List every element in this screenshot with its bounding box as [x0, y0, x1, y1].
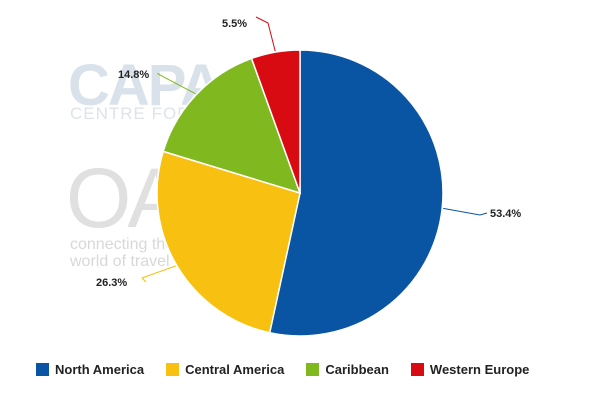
leader-line — [255, 16, 276, 52]
leader-line — [141, 265, 176, 283]
oag-watermark-tagline-1: connecting the — [70, 236, 175, 253]
legend-item-western-europe[interactable]: Western Europe — [410, 362, 530, 377]
legend-swatch — [306, 363, 320, 376]
pie-slice-western-europe[interactable] — [250, 49, 301, 194]
legend-label: Central America — [185, 362, 285, 377]
oag-watermark-tagline-2: world of travel — [70, 253, 170, 270]
pie-slices — [156, 49, 444, 337]
legend-label: Caribbean — [325, 362, 389, 377]
data-label: 26.3% — [96, 277, 127, 289]
legend-item-central-america[interactable]: Central America — [166, 362, 284, 377]
pie-slice-central-america[interactable] — [156, 150, 301, 334]
data-label: 53.4% — [490, 208, 521, 220]
legend-swatch — [36, 363, 49, 376]
legend-label: North America — [55, 362, 145, 377]
legend-item-north-america[interactable]: North America — [36, 362, 144, 377]
pie-slice-caribbean[interactable] — [162, 57, 302, 195]
legend: North America Central America Caribbean … — [36, 362, 529, 377]
legend-swatch — [410, 363, 424, 376]
pie-slice-north-america[interactable] — [268, 49, 444, 337]
legend-swatch — [166, 363, 180, 376]
leader-line — [157, 73, 196, 95]
label-leader-lines — [141, 16, 488, 283]
data-labels: 53.4% 26.3% 14.8% 5.5% — [96, 18, 521, 289]
data-label: 5.5% — [222, 18, 247, 30]
legend-item-caribbean[interactable]: Caribbean — [306, 362, 389, 377]
data-label: 14.8% — [118, 69, 149, 81]
leader-line — [443, 207, 488, 216]
legend-label: Western Europe — [429, 362, 530, 377]
